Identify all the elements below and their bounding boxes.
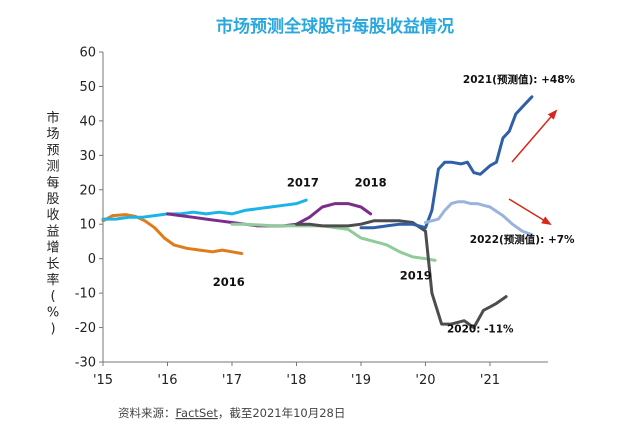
arrow-2021 — [511, 109, 558, 163]
series-lines — [101, 95, 534, 330]
series-annotation: 2018 — [355, 175, 387, 189]
arrow-2022 — [508, 198, 552, 226]
series-annotation: 2021(预测值): +48% — [463, 73, 576, 86]
y-tick-label: 10 — [79, 218, 96, 233]
source-factset: FactSet — [176, 406, 219, 420]
series-line — [230, 222, 437, 262]
y-tick-label: 40 — [79, 114, 96, 129]
series-annotation: 2016 — [213, 275, 245, 289]
y-tick-labels: 60 50 40 30 20 10 0 -10 -20 -30 — [75, 46, 103, 371]
y-tick-label: 50 — [79, 80, 96, 95]
series-line — [424, 200, 534, 237]
series-annotation: 2019 — [400, 268, 432, 282]
y-tick-label: -10 — [75, 287, 96, 302]
y-tick-label: -30 — [75, 356, 96, 371]
series-line — [101, 198, 308, 221]
x-tick-labels: '15 '16 '17 '18 '19 '20 '21 — [93, 362, 500, 388]
x-tick-label: '16 — [157, 373, 177, 388]
chart-title: 市场预测全球股市每股收益情况 — [216, 16, 454, 37]
source-suffix: ，截至2021年10月28日 — [218, 406, 346, 420]
y-tick-label: 0 — [88, 252, 96, 267]
series-annotation: 2022(预测值): +7% — [470, 233, 575, 246]
x-tick-label: '18 — [286, 373, 306, 388]
source-prefix: 资料来源： — [118, 406, 176, 420]
axes — [102, 52, 548, 363]
y-tick-label: 20 — [79, 183, 96, 198]
series-annotations: 2016 2017 2018 2019 2020: -11% 2021(预测值): +48… — [213, 73, 576, 336]
x-tick-label: '21 — [480, 373, 500, 388]
source-note: 资料来源：FactSet，截至2021年10月28日 — [118, 406, 345, 420]
x-tick-label: '20 — [415, 373, 435, 388]
y-tick-label: 30 — [79, 149, 96, 164]
y-axis-label: 市场预测每股收益增长率(%) — [46, 110, 59, 337]
x-tick-label: '17 — [222, 373, 242, 388]
y-tick-label: -20 — [75, 321, 96, 336]
series-annotation: 2020: -11% — [447, 324, 514, 336]
x-tick-label: '15 — [93, 373, 113, 388]
x-tick-label: '19 — [351, 373, 371, 388]
series-line — [101, 213, 244, 255]
series-annotation: 2017 — [287, 175, 319, 189]
y-tick-label: 60 — [79, 46, 96, 61]
series-line — [359, 95, 534, 230]
